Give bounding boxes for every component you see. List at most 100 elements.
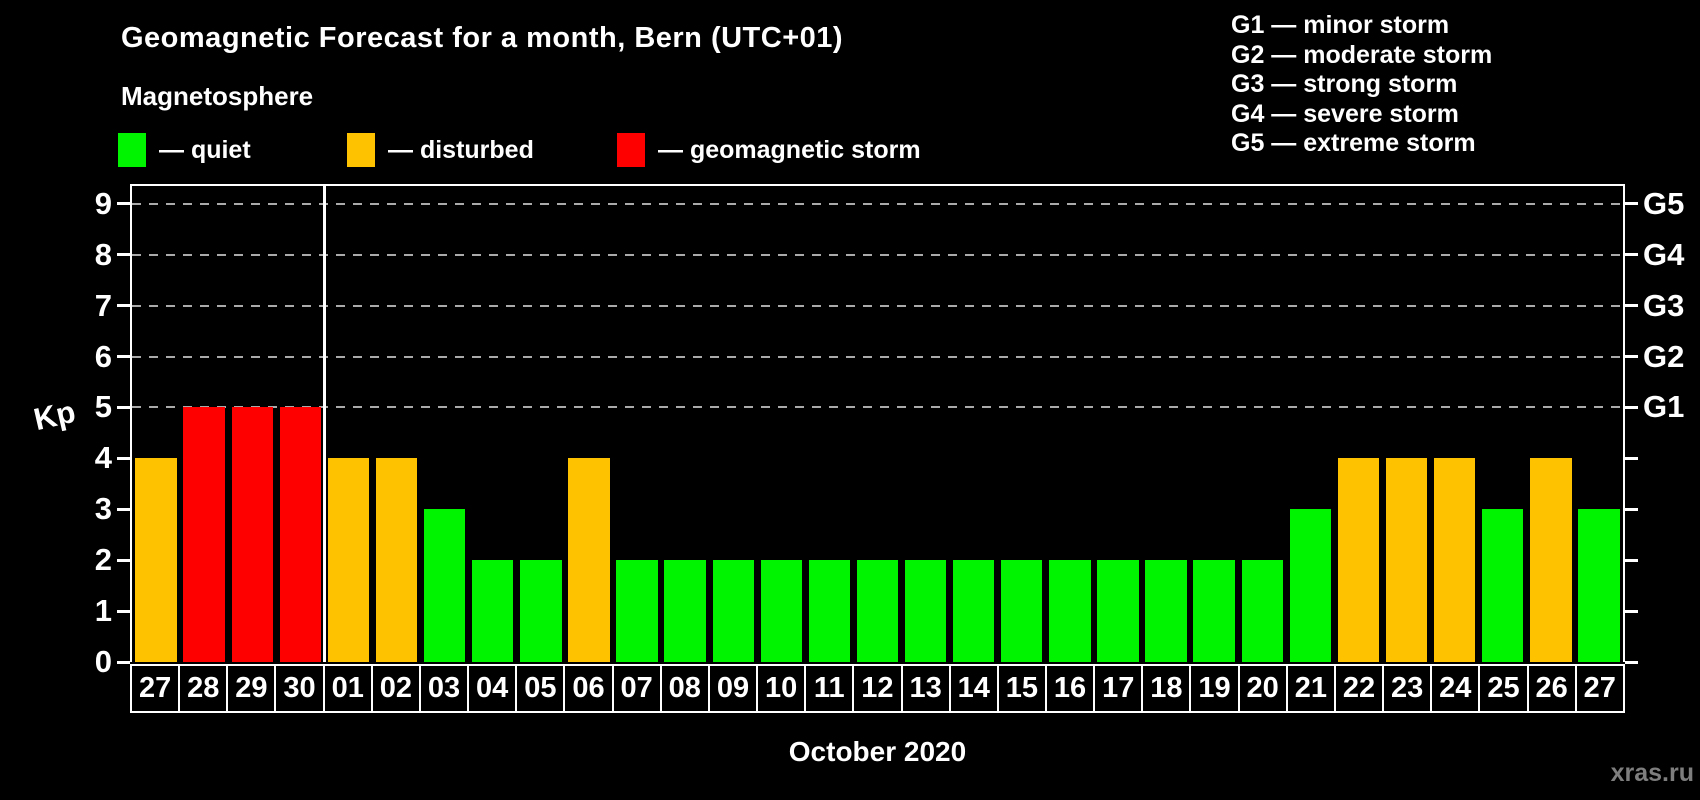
kp-tick-label-2: 2 <box>94 542 112 578</box>
day-label-cell-24: 24 <box>1430 664 1481 713</box>
kp-bar-day-13 <box>904 560 947 662</box>
day-label-cell-01: 01 <box>322 664 373 713</box>
kp-bar-day-16 <box>1049 560 1091 662</box>
kp-bar-day-17 <box>1097 560 1139 662</box>
kp-gridline-5 <box>132 406 1623 409</box>
legend-label-quiet: — quiet <box>159 135 251 164</box>
right-axis-tick <box>1625 253 1638 257</box>
left-axis-tick <box>117 202 130 206</box>
g-scale-axis-label-G4: G4 <box>1643 236 1685 272</box>
month-axis-label: October 2020 <box>788 736 967 767</box>
kp-tick-label-1: 1 <box>94 593 112 629</box>
legend-item-storm: — geomagnetic storm <box>617 132 921 168</box>
kp-bar-day-15 <box>1001 560 1043 662</box>
day-label-cell-17: 17 <box>1093 664 1144 713</box>
day-label-cell-07: 07 <box>611 664 662 713</box>
day-label-cell-27: 27 <box>130 664 181 713</box>
day-label-cell-28: 28 <box>178 664 229 713</box>
right-axis-tick <box>1625 660 1638 664</box>
disturbed-color-swatch <box>347 133 375 167</box>
right-axis-tick <box>1625 202 1638 206</box>
legend-label-disturbed: — disturbed <box>388 135 534 164</box>
kp-bar-day-05 <box>520 560 562 662</box>
day-label-cell-05: 05 <box>515 664 566 713</box>
kp-bar-day-29 <box>231 407 273 662</box>
kp-bar-day-30 <box>279 407 322 662</box>
day-label-cell-22: 22 <box>1333 664 1385 713</box>
kp-bar-day-08 <box>664 560 706 662</box>
kp-bar-day-03 <box>423 509 466 662</box>
kp-bar-day-12 <box>856 560 899 662</box>
day-label-cell-18: 18 <box>1141 664 1192 713</box>
right-axis-tick <box>1625 405 1638 409</box>
day-label-cell-25: 25 <box>1478 664 1529 713</box>
day-label-cell-30: 30 <box>274 664 325 713</box>
left-axis-tick <box>117 253 130 257</box>
left-axis-tick <box>117 456 130 460</box>
kp-bar-day-22 <box>1337 458 1380 662</box>
kp-tick-label-8: 8 <box>94 236 112 272</box>
quiet-color-swatch <box>118 133 146 167</box>
g-scale-axis-label-G2: G2 <box>1643 338 1685 374</box>
right-axis-tick <box>1625 304 1638 308</box>
day-label-cell-16: 16 <box>1044 664 1096 713</box>
g-legend-item-g2: G2 — moderate storm <box>1231 40 1493 69</box>
kp-gridline-9 <box>132 202 1623 205</box>
month-separator-line <box>322 186 326 662</box>
kp-bar-day-10 <box>760 560 802 662</box>
g-scale-legend: G1 — minor storm G2 — moderate storm G3 … <box>1231 11 1492 159</box>
plot-area: 0 1 2 3 4 5 G1 6 G2 7 G3 8 G4 9 G5 <box>95 184 1684 679</box>
day-label-cell-03: 03 <box>418 664 470 713</box>
kp-tick-label-6: 6 <box>94 338 112 374</box>
left-axis-tick <box>117 660 130 664</box>
kp-bar-day-21 <box>1289 509 1332 662</box>
day-label-cell-23: 23 <box>1382 664 1433 713</box>
day-label-cell-14: 14 <box>948 664 999 713</box>
kp-tick-label-5: 5 <box>94 389 112 425</box>
kp-bar-day-19 <box>1193 560 1235 662</box>
kp-bar-day-04 <box>472 560 514 662</box>
day-label-cell-12: 12 <box>852 664 903 713</box>
kp-bar-day-09 <box>712 560 754 662</box>
kp-tick-label-4: 4 <box>94 440 112 476</box>
day-label-cell-20: 20 <box>1237 664 1288 713</box>
right-axis-tick <box>1625 609 1638 613</box>
kp-tick-label-3: 3 <box>94 491 112 527</box>
day-label-cell-27: 27 <box>1574 664 1625 713</box>
g-scale-axis-label-G5: G5 <box>1643 185 1685 221</box>
right-axis-tick <box>1625 456 1638 460</box>
day-label-cell-11: 11 <box>804 664 855 713</box>
day-label-cell-19: 19 <box>1189 664 1240 713</box>
kp-bar-day-27 <box>1578 509 1620 662</box>
kp-bar-day-02 <box>375 458 418 662</box>
g-scale-axis-label-G3: G3 <box>1643 287 1685 323</box>
day-label-cell-04: 04 <box>467 664 518 713</box>
watermark: xras.ru <box>1610 759 1694 787</box>
day-axis-row: 27 28 29 30 01 02 03 04 05 06 07 08 09 10 11 12 13 14 15 16… <box>130 664 1625 713</box>
kp-bar-day-06 <box>568 458 610 662</box>
day-label-cell-10: 10 <box>756 664 807 713</box>
day-label-cell-21: 21 <box>1285 664 1336 713</box>
legend-item-disturbed: — disturbed <box>347 132 534 168</box>
kp-bar-day-18 <box>1145 560 1187 662</box>
kp-bar-day-23 <box>1385 458 1428 662</box>
storm-color-swatch <box>617 133 645 167</box>
legend-item-quiet: — quiet <box>118 132 251 168</box>
kp-bar-day-14 <box>953 560 995 662</box>
kp-bar-day-01 <box>327 458 370 662</box>
right-axis-tick <box>1625 355 1638 359</box>
kp-bar-day-28 <box>183 407 225 662</box>
kp-gridline-8 <box>132 253 1623 256</box>
g-legend-item-g5: G5 — extreme storm <box>1231 129 1476 158</box>
g-scale-axis-label-G1: G1 <box>1643 389 1685 425</box>
kp-gridline-6 <box>132 355 1623 358</box>
day-label-cell-06: 06 <box>563 664 614 713</box>
left-axis-tick <box>117 507 130 511</box>
kp-gridline-7 <box>132 304 1623 307</box>
day-label-cell-26: 26 <box>1526 664 1577 713</box>
day-label-cell-02: 02 <box>370 664 421 713</box>
left-axis-tick <box>117 558 130 562</box>
g-legend-item-g3: G3 — strong storm <box>1231 70 1458 99</box>
kp-bar-day-20 <box>1241 560 1283 662</box>
